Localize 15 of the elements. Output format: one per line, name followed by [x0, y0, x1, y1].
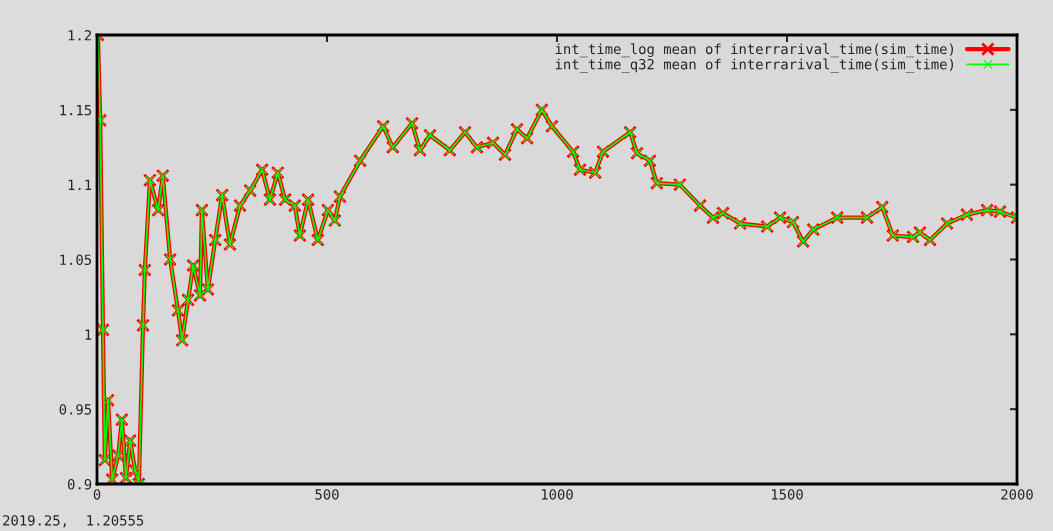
x-tick-label: 2000 — [1001, 489, 1033, 500]
x-tick-label: 1000 — [541, 489, 573, 500]
y-tick-label: 1.2 — [68, 30, 91, 41]
y-tick-label: 0.95 — [59, 404, 92, 415]
x-tick-label: 0 — [93, 489, 101, 500]
legend-label: int_time_log mean of interrarival_time(sim_time) — [555, 43, 954, 58]
text: 2019.25, 1.20555 — [3, 515, 144, 528]
legend-label: int_time_q32 mean of interrarival_time(sim_time) — [555, 58, 954, 73]
y-tick-label: 0.9 — [67, 479, 92, 490]
y-tick-label: 1.1 — [68, 179, 92, 190]
y-tick-label: 1.15 — [60, 105, 92, 116]
x-tick-label: 1500 — [771, 489, 803, 500]
x-tick-label: 500 — [315, 489, 339, 500]
y-tick-label: 1.05 — [60, 254, 92, 266]
y-tick-label: 1 — [85, 329, 92, 340]
